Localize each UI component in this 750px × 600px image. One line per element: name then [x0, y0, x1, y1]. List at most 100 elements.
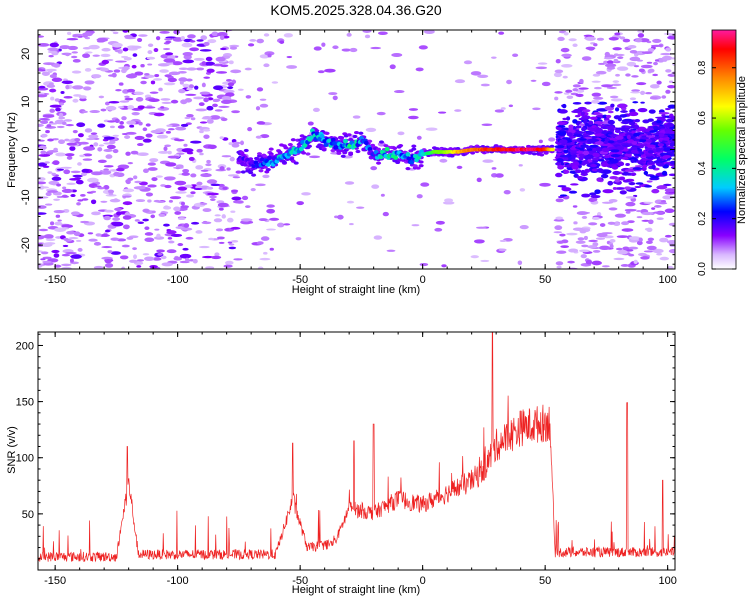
noise-speckle: [601, 201, 614, 204]
noise-speckle: [548, 137, 556, 142]
noise-speckle: [620, 110, 628, 113]
noise-speckle: [563, 169, 570, 174]
noise-speckle: [643, 201, 654, 204]
noise-speckle: [134, 71, 144, 76]
noise-speckle: [640, 256, 650, 260]
noise-speckle: [649, 84, 660, 89]
noise-speckle: [65, 85, 70, 90]
noise-speckle: [656, 252, 663, 256]
noise-speckle: [558, 109, 568, 114]
noise-speckle: [40, 258, 46, 261]
noise-speckle: [182, 83, 190, 88]
noise-speckle: [572, 84, 581, 88]
noise-speckle: [220, 117, 228, 122]
noise-speckle: [69, 178, 80, 181]
noise-speckle: [211, 31, 219, 37]
noise-speckle: [170, 99, 179, 104]
noise-speckle: [180, 205, 190, 209]
noise-speckle: [206, 186, 214, 190]
noise-speckle: [132, 53, 138, 57]
noise-speckle: [212, 103, 218, 108]
noise-speckle: [581, 215, 588, 219]
noise-speckle: [473, 239, 485, 244]
noise-speckle: [90, 199, 97, 205]
noise-speckle: [58, 112, 64, 118]
noise-speckle: [103, 215, 111, 221]
noise-speckle: [482, 159, 494, 163]
noise-speckle: [163, 58, 176, 63]
noise-speckle: [535, 66, 548, 70]
noise-speckle: [575, 240, 586, 244]
noise-speckle: [665, 89, 671, 94]
noise-speckle: [643, 250, 655, 253]
noise-speckle: [591, 216, 600, 220]
noise-speckle: [40, 133, 48, 138]
noise-speckle: [249, 39, 257, 42]
noise-speckle: [571, 165, 579, 170]
noise-speckle: [581, 56, 592, 61]
noise-speckle: [649, 130, 657, 133]
noise-speckle: [267, 53, 272, 58]
noise-speckle: [173, 206, 181, 212]
noise-speckle: [355, 206, 365, 209]
noise-speckle: [237, 88, 244, 91]
noise-speckle: [553, 231, 563, 234]
noise-speckle: [51, 77, 63, 82]
noise-speckle: [628, 111, 639, 117]
noise-speckle: [643, 170, 649, 176]
noise-speckle: [80, 220, 90, 224]
noise-speckle: [408, 108, 419, 111]
noise-speckle: [434, 227, 443, 232]
noise-speckle: [43, 234, 54, 239]
noise-speckle: [629, 56, 641, 62]
noise-speckle: [582, 109, 591, 113]
x-tick-label: -50: [292, 575, 308, 587]
noise-speckle: [661, 114, 666, 117]
noise-speckle: [580, 111, 585, 116]
noise-speckle: [613, 187, 626, 190]
noise-speckle: [269, 247, 274, 251]
noise-speckle: [605, 114, 612, 119]
noise-speckle: [328, 92, 338, 95]
noise-speckle: [156, 233, 161, 238]
noise-speckle: [163, 205, 172, 210]
noise-speckle: [442, 201, 455, 205]
noise-speckle: [58, 102, 65, 106]
noise-speckle: [107, 250, 113, 254]
noise-speckle: [180, 123, 189, 127]
noise-speckle: [382, 211, 389, 217]
noise-speckle: [129, 124, 135, 128]
noise-speckle: [185, 78, 193, 82]
signal-halo: [411, 147, 417, 151]
noise-speckle: [70, 211, 81, 216]
noise-speckle: [64, 153, 75, 157]
noise-speckle: [122, 201, 133, 206]
noise-speckle: [640, 64, 653, 69]
noise-speckle: [561, 53, 572, 58]
noise-speckle: [131, 45, 142, 49]
noise-speckle: [175, 126, 187, 131]
noise-speckle: [117, 125, 125, 129]
noise-speckle: [591, 80, 601, 83]
noise-speckle: [105, 154, 113, 159]
noise-speckle: [90, 132, 98, 135]
noise-speckle: [570, 159, 579, 163]
snr-ylabel: SNR (v/v): [6, 426, 18, 474]
noise-speckle: [225, 228, 230, 232]
noise-speckle: [152, 257, 162, 261]
noise-speckle: [624, 125, 631, 129]
noise-speckle: [301, 192, 311, 196]
noise-speckle: [638, 237, 643, 242]
noise-speckle: [259, 103, 269, 108]
noise-speckle: [610, 149, 620, 153]
noise-speckle: [124, 211, 131, 217]
noise-speckle: [670, 133, 675, 137]
noise-speckle: [203, 76, 210, 79]
noise-speckle: [573, 221, 578, 225]
noise-speckle: [590, 194, 601, 199]
noise-speckle: [153, 199, 161, 203]
noise-speckle: [610, 98, 623, 102]
x-tick-label: 50: [539, 274, 551, 286]
noise-speckle: [506, 79, 512, 85]
